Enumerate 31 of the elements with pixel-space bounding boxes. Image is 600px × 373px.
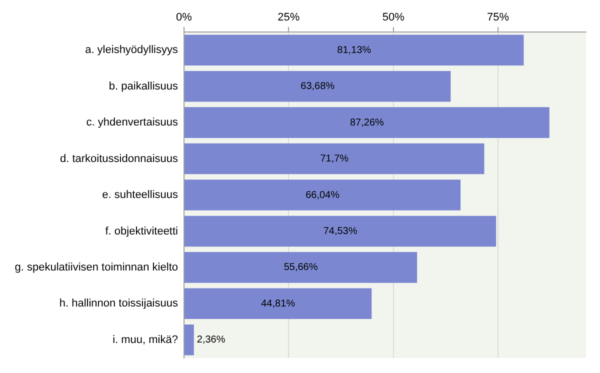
bar <box>184 324 194 356</box>
x-tick-label: 25% <box>278 11 300 24</box>
data-label: 55,66% <box>284 262 318 274</box>
data-label: 63,68% <box>300 81 335 92</box>
y-tick-label: h. hallinnon toissijaisuus <box>59 298 178 310</box>
x-tick-label: 0% <box>176 11 192 24</box>
data-label: 66,04% <box>306 190 340 201</box>
bar <box>184 180 461 210</box>
data-label: 87,26% <box>350 117 384 128</box>
y-tick-label: a. yleishyödyllisyys <box>85 44 178 56</box>
data-label: 81,13% <box>337 44 372 56</box>
bar <box>184 252 418 283</box>
y-tick-label: b. paikallisuus <box>108 80 178 92</box>
y-tick-label: c. yhdenvertaisuus <box>86 116 178 129</box>
bar <box>184 216 496 247</box>
data-label: 44,81% <box>261 298 296 310</box>
bar <box>184 143 484 174</box>
y-tick-label: f. objektiviteetti <box>105 225 178 238</box>
bar <box>184 70 451 102</box>
bar <box>184 288 372 320</box>
y-tick-label: g. spekulatiivisen toiminnan kielto <box>14 261 178 274</box>
data-label: 74,53% <box>323 226 358 237</box>
y-tick-label: d. tarkoitussidonnaisuus <box>60 152 178 165</box>
bar <box>184 34 524 66</box>
data-label: 2,36% <box>196 334 226 346</box>
data-label: 71,7% <box>320 154 349 165</box>
bar <box>184 107 550 138</box>
x-tick-label: 75% <box>487 11 510 24</box>
x-tick-label: 50% <box>382 11 405 24</box>
y-tick-label: e. suhteellisuus <box>102 189 178 202</box>
y-tick-label: i. muu, mikä? <box>112 334 178 346</box>
